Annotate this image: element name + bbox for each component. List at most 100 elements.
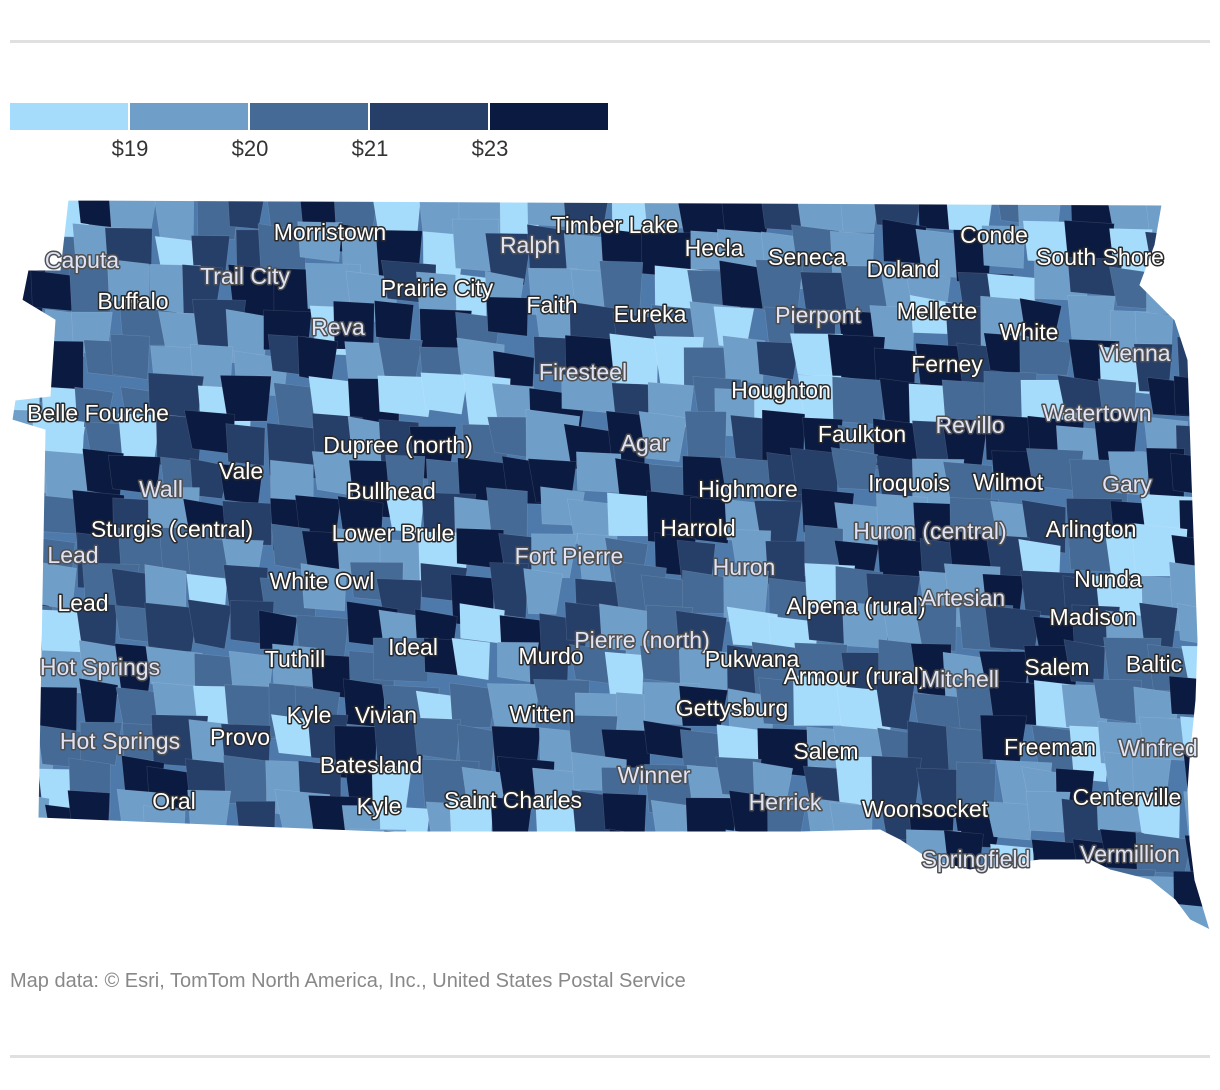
map-region[interactable]	[1181, 302, 1220, 348]
map-region[interactable]	[35, 909, 77, 935]
map-region[interactable]	[374, 300, 414, 343]
map-region[interactable]	[459, 603, 505, 644]
map-region[interactable]	[424, 872, 473, 920]
map-region[interactable]	[484, 232, 533, 286]
map-region[interactable]	[222, 500, 272, 546]
map-region[interactable]	[271, 910, 322, 935]
map-region[interactable]	[1057, 913, 1107, 935]
map-region[interactable]	[645, 865, 684, 920]
map-region[interactable]	[685, 797, 738, 843]
map-region[interactable]	[572, 833, 624, 881]
map-region[interactable]	[349, 828, 407, 877]
map-region[interactable]	[234, 909, 279, 935]
map-region[interactable]	[110, 333, 151, 381]
map-region[interactable]	[790, 872, 842, 928]
map-region[interactable]	[43, 836, 100, 884]
map-region[interactable]	[1208, 806, 1220, 864]
map-region[interactable]	[608, 828, 653, 884]
map-region[interactable]	[531, 533, 578, 579]
map-region[interactable]	[1212, 424, 1220, 476]
map-region[interactable]	[1143, 911, 1183, 935]
map-region[interactable]	[754, 906, 806, 935]
map-region[interactable]	[577, 919, 629, 935]
choropleth-map[interactable]: Morristown Caputa Trail City Buffalo Pra…	[0, 190, 1220, 935]
map-region[interactable]	[1216, 347, 1220, 397]
map-region[interactable]	[1207, 762, 1220, 809]
map-region[interactable]	[677, 870, 736, 913]
map-region[interactable]	[1211, 533, 1220, 575]
map-region[interactable]	[144, 602, 199, 652]
map-region[interactable]	[564, 601, 606, 643]
map-region[interactable]	[1173, 375, 1220, 418]
map-region[interactable]	[1099, 866, 1156, 907]
map-region[interactable]	[984, 605, 1042, 652]
map-region[interactable]	[236, 864, 292, 915]
map-region[interactable]	[79, 721, 123, 766]
map-region[interactable]	[382, 918, 424, 935]
map-region[interactable]	[38, 870, 82, 928]
map-region[interactable]	[649, 832, 702, 875]
map-region[interactable]	[830, 866, 889, 919]
map-region[interactable]	[607, 879, 653, 932]
map-region[interactable]	[1024, 879, 1083, 935]
map-region[interactable]	[752, 761, 794, 801]
map-region[interactable]	[300, 563, 347, 612]
map-region[interactable]	[409, 909, 464, 935]
map-region[interactable]	[0, 535, 34, 581]
map-region[interactable]	[80, 841, 131, 888]
map-region[interactable]	[413, 717, 461, 761]
map-region[interactable]	[995, 873, 1048, 930]
map-region[interactable]	[449, 682, 498, 728]
map-region[interactable]	[838, 831, 884, 883]
map-region[interactable]	[225, 423, 266, 467]
map-region[interactable]	[190, 864, 233, 912]
map-region[interactable]	[913, 870, 961, 926]
map-region[interactable]	[1100, 910, 1141, 935]
map-region[interactable]	[988, 914, 1046, 935]
map-region[interactable]	[675, 610, 728, 652]
map-region[interactable]	[1057, 875, 1115, 931]
map-region[interactable]	[913, 604, 957, 652]
map-region[interactable]	[881, 218, 927, 264]
map-region[interactable]	[463, 912, 510, 935]
map-region[interactable]	[870, 882, 926, 927]
map-region[interactable]	[985, 801, 1033, 841]
map-region[interactable]	[311, 451, 355, 496]
map-region[interactable]	[638, 410, 688, 462]
map-region[interactable]	[0, 191, 41, 235]
map-region[interactable]	[333, 190, 379, 230]
map-region[interactable]	[295, 881, 353, 928]
map-region[interactable]	[181, 835, 222, 877]
map-region[interactable]	[341, 919, 384, 935]
map-region[interactable]	[79, 912, 122, 935]
map-region[interactable]	[493, 833, 542, 883]
map-region[interactable]	[0, 827, 38, 880]
map-region[interactable]	[1170, 452, 1218, 497]
map-region[interactable]	[981, 225, 1025, 269]
map-region[interactable]	[489, 562, 529, 619]
map-region[interactable]	[494, 915, 538, 935]
map-region[interactable]	[763, 877, 813, 926]
map-region[interactable]	[148, 911, 203, 935]
map-region[interactable]	[300, 905, 354, 935]
map-region[interactable]	[1175, 234, 1220, 288]
map-region[interactable]	[297, 221, 343, 263]
map-canvas[interactable]: Morristown Caputa Trail City Buffalo Pra…	[0, 190, 1220, 935]
map-region[interactable]	[182, 498, 227, 538]
map-region[interactable]	[1207, 724, 1220, 775]
map-region[interactable]	[1171, 903, 1220, 935]
map-region[interactable]	[109, 905, 169, 935]
map-region[interactable]	[187, 599, 232, 650]
map-region[interactable]	[305, 839, 352, 897]
map-region[interactable]	[266, 841, 316, 888]
map-region[interactable]	[1168, 675, 1217, 716]
map-region[interactable]	[451, 637, 491, 681]
map-region[interactable]	[219, 375, 272, 422]
map-region[interactable]	[0, 491, 47, 533]
map-region[interactable]	[953, 902, 999, 935]
map-region[interactable]	[235, 800, 276, 844]
map-region[interactable]	[297, 335, 339, 383]
map-region[interactable]	[77, 880, 126, 933]
map-region[interactable]	[8, 791, 50, 832]
map-region[interactable]	[1136, 875, 1177, 930]
